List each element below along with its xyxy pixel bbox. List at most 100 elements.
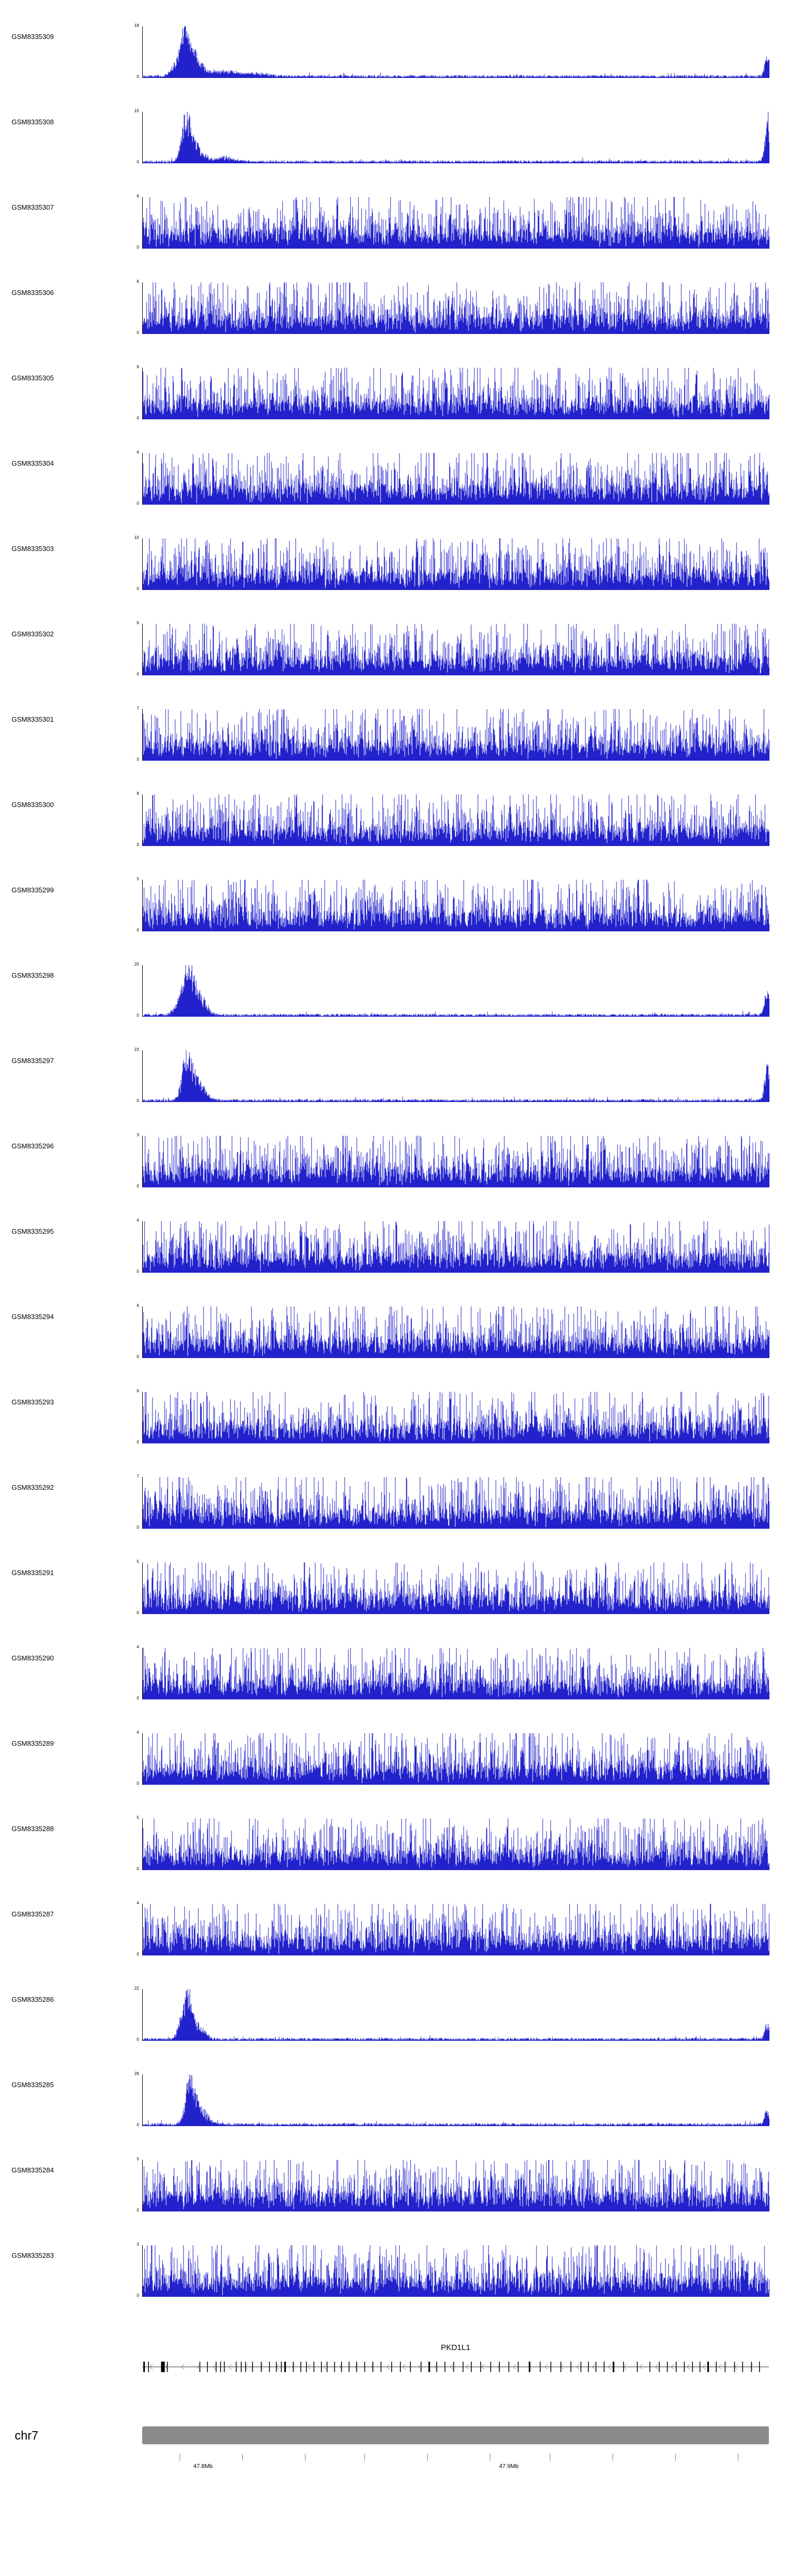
- track-sample-label: GSM8335292: [12, 1483, 54, 1491]
- signal-plot-area: [142, 2074, 769, 2126]
- ruler-tick: [242, 2454, 243, 2461]
- exon-mark: [275, 2362, 277, 2372]
- y-axis-zero-label: 0: [136, 1440, 139, 1444]
- exon-mark: [281, 2362, 282, 2372]
- signal-plot-area: [142, 1136, 769, 1187]
- chromosome-label: chr7: [15, 2428, 38, 2442]
- exon-mark: [518, 2362, 519, 2372]
- coverage-track-row: GSM8335295 4 0: [0, 1195, 790, 1280]
- exon-mark: [293, 2362, 294, 2372]
- strand-arrow-icon: [481, 2364, 485, 2370]
- y-axis-zero-label: 0: [136, 2122, 139, 2127]
- ruler-coordinate-label: 47.8Mb: [193, 2463, 213, 2470]
- signal-plot-area: [142, 1477, 769, 1529]
- strand-arrow-icon: [181, 2364, 185, 2370]
- signal-canvas: [143, 624, 769, 675]
- strand-arrow-icon: [323, 2364, 327, 2370]
- y-axis-zero-label: 0: [136, 586, 139, 591]
- y-axis-zero-label: 0: [136, 1013, 139, 1018]
- y-axis-max-label: 20: [134, 962, 139, 967]
- signal-plot-area: [142, 1904, 769, 1955]
- exon-mark: [166, 2362, 168, 2372]
- signal-plot-area: [142, 538, 769, 590]
- exon-mark: [420, 2362, 422, 2372]
- exon-mark: [321, 2362, 322, 2372]
- signal-plot-area: [142, 453, 769, 505]
- signal-plot-area: [142, 2160, 769, 2211]
- track-sample-label: GSM8335284: [12, 2166, 54, 2174]
- coverage-track-row: GSM8335288 5 0: [0, 1792, 790, 1877]
- strand-arrow-icon: [670, 2364, 675, 2370]
- exon-mark: [692, 2362, 693, 2372]
- y-axis-max-label: 23: [134, 1047, 139, 1052]
- y-axis-zero-label: 0: [136, 1354, 139, 1359]
- track-sample-label: GSM8335287: [12, 1910, 54, 1918]
- exon-mark: [480, 2362, 481, 2372]
- coverage-track-row: GSM8335285 26 0: [0, 2048, 790, 2133]
- y-axis-zero-label: 0: [136, 330, 139, 335]
- signal-plot-area: [142, 794, 769, 846]
- y-axis-max-label: 7: [136, 1474, 139, 1479]
- y-axis-zero-label: 0: [136, 1269, 139, 1274]
- exon-mark: [462, 2362, 464, 2372]
- signal-canvas: [143, 1562, 769, 1614]
- coverage-track-row: GSM8335283 3 0: [0, 2219, 790, 2304]
- coverage-track-row: GSM8335308 15 0: [0, 85, 790, 171]
- exon-mark: [750, 2362, 752, 2372]
- track-sample-label: GSM8335288: [12, 1825, 54, 1833]
- exon-mark: [453, 2362, 455, 2372]
- y-axis-zero-label: 0: [136, 160, 139, 164]
- y-axis-max-label: 22: [134, 1986, 139, 1991]
- track-sample-label: GSM8335290: [12, 1654, 54, 1662]
- signal-plot-area: [142, 282, 769, 334]
- exon-mark: [508, 2362, 509, 2372]
- coverage-track-row: GSM8335291 5 0: [0, 1536, 790, 1621]
- y-axis-zero-label: 0: [136, 842, 139, 847]
- exon-mark: [588, 2362, 589, 2372]
- signal-canvas: [143, 453, 769, 505]
- exon-mark: [400, 2362, 401, 2372]
- exon-mark: [348, 2362, 350, 2372]
- y-axis-zero-label: 0: [136, 245, 139, 250]
- coverage-track-row: GSM8335305 8 0: [0, 341, 790, 427]
- signal-canvas: [143, 2245, 769, 2297]
- exon-mark: [235, 2362, 237, 2372]
- exon-mark: [224, 2362, 225, 2372]
- strand-arrow-icon: [244, 2364, 248, 2370]
- y-axis-max-label: 5: [136, 1815, 139, 1820]
- track-sample-label: GSM8335303: [12, 545, 54, 553]
- strand-arrow-icon: [291, 2364, 295, 2370]
- coverage-track-row: GSM8335290 4 0: [0, 1621, 790, 1707]
- exon-mark: [245, 2362, 246, 2372]
- y-axis-max-label: 15: [134, 109, 139, 113]
- exon-mark: [241, 2362, 242, 2372]
- exon-mark: [716, 2362, 717, 2372]
- exon-mark: [707, 2362, 709, 2372]
- signal-plot-area: [142, 1562, 769, 1614]
- exon-mark: [306, 2362, 307, 2372]
- signal-canvas: [143, 1050, 769, 1102]
- exon-mark: [528, 2362, 530, 2372]
- exon-mark: [570, 2362, 571, 2372]
- y-axis-max-label: 6: [136, 1303, 139, 1308]
- y-axis-zero-label: 0: [136, 1866, 139, 1871]
- exon-mark: [436, 2362, 438, 2372]
- y-axis-zero-label: 0: [136, 1952, 139, 1956]
- gene-name-label: PKD1L1: [441, 2343, 470, 2352]
- ruler-tick: [427, 2454, 428, 2461]
- exon-mark: [215, 2362, 217, 2372]
- strand-arrow-icon: [576, 2364, 580, 2370]
- y-axis-zero-label: 0: [136, 501, 139, 506]
- signal-canvas: [143, 2160, 769, 2211]
- signal-canvas: [143, 1818, 769, 1870]
- exon-mark: [252, 2362, 253, 2372]
- coverage-track-row: GSM8335298 20 0: [0, 939, 790, 1024]
- signal-plot-area: [142, 368, 769, 419]
- track-sample-label: GSM8335283: [12, 2251, 54, 2259]
- signal-canvas: [143, 1648, 769, 1699]
- y-axis-max-label: 7: [136, 706, 139, 711]
- track-sample-label: GSM8335305: [12, 374, 54, 382]
- exon-mark: [667, 2362, 668, 2372]
- signal-canvas: [143, 538, 769, 590]
- exon-mark: [759, 2362, 760, 2372]
